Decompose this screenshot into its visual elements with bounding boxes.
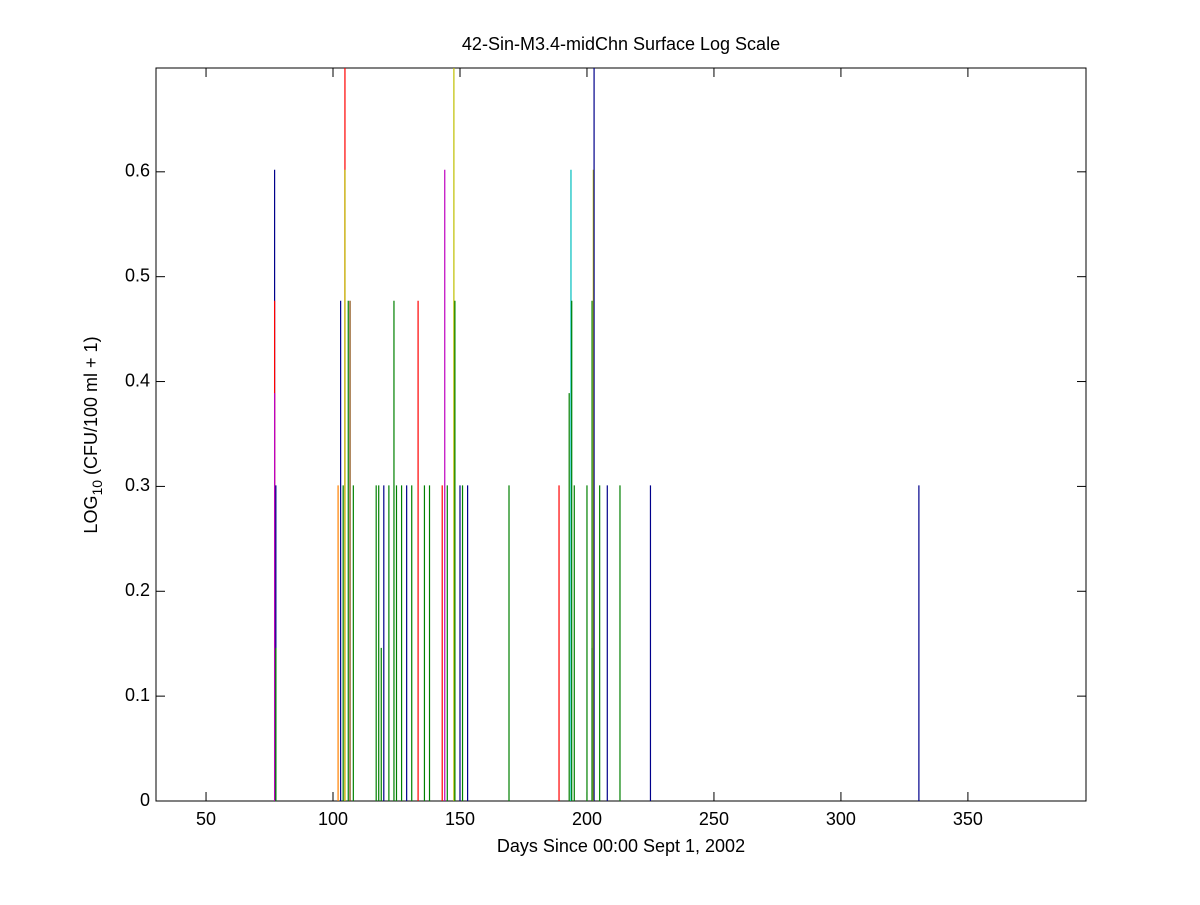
y-tick-label: 0 <box>140 790 150 810</box>
x-tick-label: 250 <box>699 809 729 829</box>
y-tick-label: 0.2 <box>125 580 150 600</box>
y-label-sub: 10 <box>89 480 105 496</box>
y-tick-label: 0.6 <box>125 161 150 181</box>
y-tick-label: 0.5 <box>125 265 150 285</box>
y-tick-label: 0.1 <box>125 685 150 705</box>
plot-box <box>155 67 1087 802</box>
x-axis-label: Days Since 00:00 Sept 1, 2002 <box>497 836 745 856</box>
x-tick-label: 200 <box>572 809 602 829</box>
x-tick-label: 150 <box>445 809 475 829</box>
y-axis-label: LOG10 (CFU/100 ml + 1) <box>81 336 105 533</box>
y-tick-label: 0.3 <box>125 475 150 495</box>
y-label-base: LOG <box>81 496 101 534</box>
x-tick-label: 100 <box>318 809 348 829</box>
y-label-rest: (CFU/100 ml + 1) <box>81 336 101 480</box>
x-tick-label: 350 <box>953 809 983 829</box>
y-tick-label: 0.4 <box>125 370 150 390</box>
x-tick-label: 50 <box>196 809 216 829</box>
x-tick-label: 300 <box>826 809 856 829</box>
chart-title: 42-Sin-M3.4-midChn Surface Log Scale <box>462 34 780 54</box>
